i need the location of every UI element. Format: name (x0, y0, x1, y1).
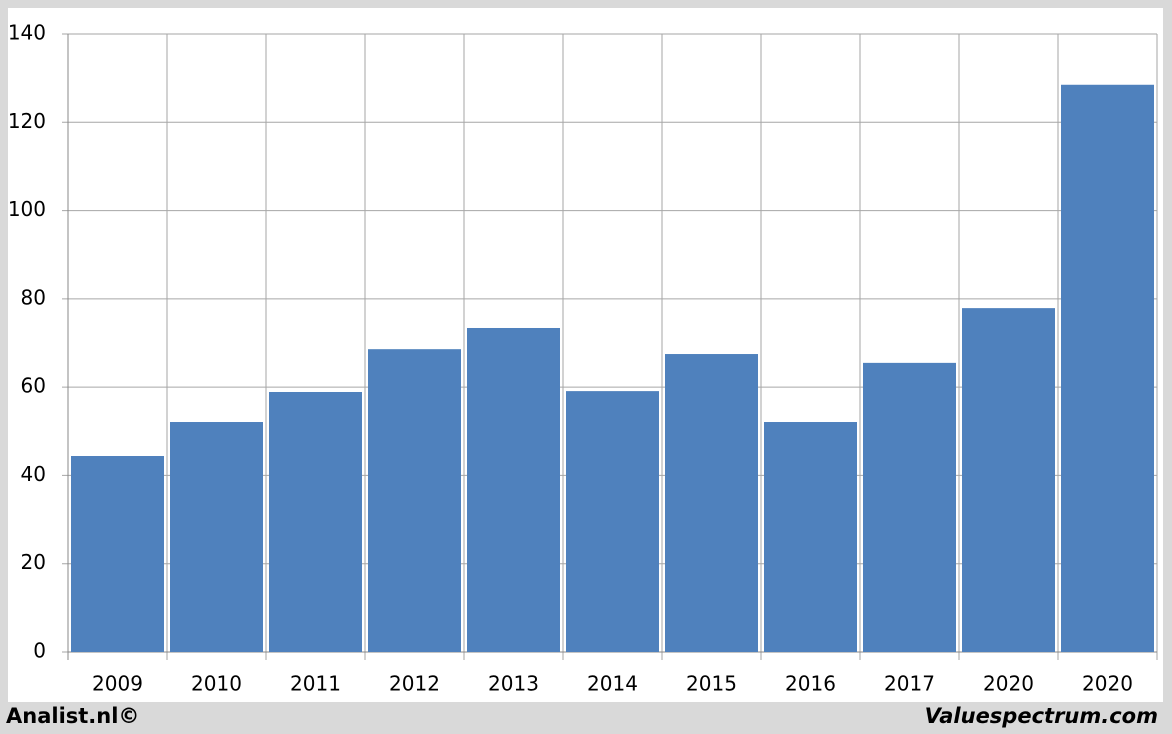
y-tick-label: 20 (21, 550, 46, 574)
x-tick-label: 2012 (389, 672, 440, 696)
x-tick-label: 2014 (587, 672, 638, 696)
bar (170, 422, 263, 652)
bar (665, 354, 758, 652)
y-tick-label: 100 (8, 197, 46, 221)
footer-left: Analist.nl© (6, 704, 139, 728)
x-tick-label: 2010 (191, 672, 242, 696)
y-tick-label: 60 (21, 374, 46, 398)
bar (863, 362, 956, 652)
x-tick-label: 2020 (983, 672, 1034, 696)
bar (71, 456, 164, 652)
y-tick-label: 40 (21, 462, 46, 486)
bar (764, 422, 857, 652)
y-tick-label: 120 (8, 109, 46, 133)
bar (566, 391, 659, 652)
x-tick-label: 2009 (92, 672, 143, 696)
x-tick-label: 2017 (884, 672, 935, 696)
bar (1061, 84, 1154, 652)
x-tick-label: 2020 (1082, 672, 1133, 696)
x-tick-label: 2011 (290, 672, 341, 696)
y-tick-label: 80 (21, 285, 46, 309)
footer-right: Valuespectrum.com (925, 704, 1158, 728)
bar (962, 308, 1055, 652)
x-tick-label: 2016 (785, 672, 836, 696)
bar (467, 327, 560, 652)
y-tick-label: 140 (8, 21, 46, 45)
y-tick-label: 0 (33, 639, 46, 663)
bar (269, 391, 362, 652)
x-tick-label: 2015 (686, 672, 737, 696)
bar (368, 349, 461, 652)
x-tick-label: 2013 (488, 672, 539, 696)
